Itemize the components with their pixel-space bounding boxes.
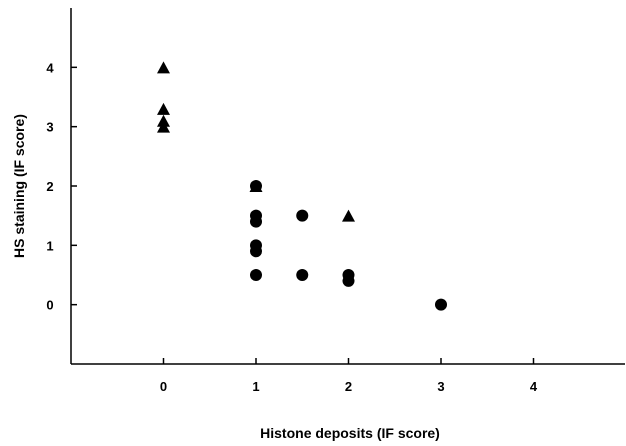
axes xyxy=(70,8,625,365)
x-tick-label: 4 xyxy=(530,379,538,394)
x-tick-label: 1 xyxy=(252,379,259,394)
y-tick-label: 1 xyxy=(46,238,53,253)
circle-point xyxy=(435,298,447,311)
y-tick-label: 0 xyxy=(46,298,53,313)
circle-point xyxy=(250,180,262,192)
circle-point xyxy=(250,215,262,228)
y-tick-label: 2 xyxy=(46,179,53,194)
circle-point xyxy=(296,269,309,281)
triangle-point xyxy=(157,102,170,115)
y-tick-label: 4 xyxy=(46,60,54,75)
triangle-point xyxy=(157,120,170,133)
x-axis-title: Histone deposits (IF score) xyxy=(260,425,440,441)
circle-point xyxy=(250,245,262,258)
y-ticks: 0 1 2 3 4 xyxy=(46,60,77,313)
triangle-point xyxy=(157,61,170,74)
circle-point xyxy=(296,209,309,222)
x-tick-label: 3 xyxy=(437,379,444,394)
triangle-point xyxy=(342,209,355,222)
y-axis-title: HS staining (IF score) xyxy=(11,114,27,258)
circle-point xyxy=(342,274,355,287)
x-ticks: 0 1 2 3 4 xyxy=(160,358,538,394)
x-tick-label: 0 xyxy=(160,379,167,394)
x-tick-label: 2 xyxy=(345,379,352,394)
data-points xyxy=(157,61,447,311)
y-tick-label: 3 xyxy=(46,120,53,135)
circle-point xyxy=(250,269,262,281)
